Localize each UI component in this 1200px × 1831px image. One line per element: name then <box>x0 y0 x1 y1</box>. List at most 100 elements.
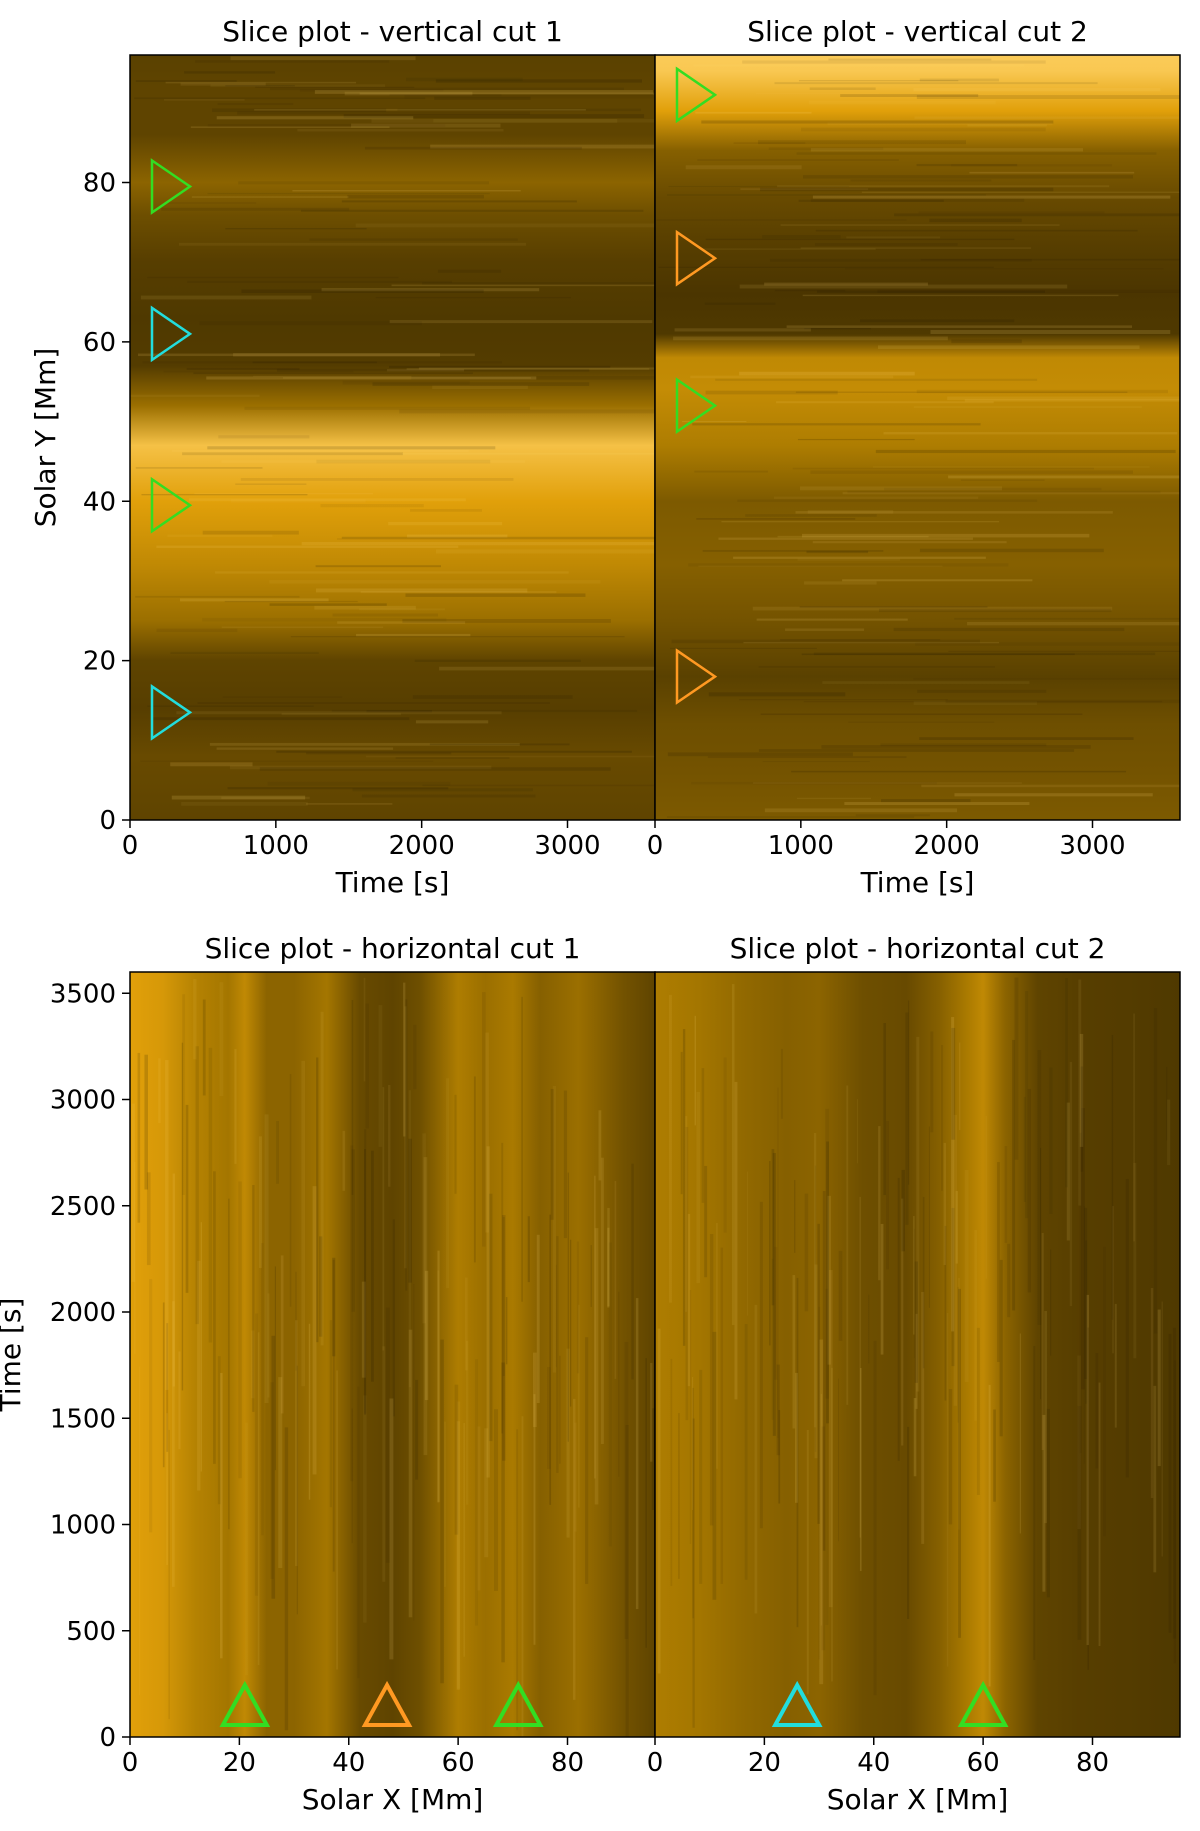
x-tick-label: 80 <box>551 1748 584 1778</box>
texture-streak <box>315 588 528 593</box>
texture-streak <box>440 1339 444 1684</box>
texture-streak <box>880 743 1047 747</box>
texture-streak <box>687 1213 691 1387</box>
texture-streak <box>955 1191 959 1264</box>
texture-streak <box>314 605 416 610</box>
texture-streak <box>276 1120 279 1184</box>
marker-triangle-green <box>150 476 193 534</box>
texture-streak <box>569 1239 572 1407</box>
texture-streak <box>964 1169 969 1382</box>
texture-streak <box>486 1146 490 1478</box>
texture-streak <box>341 200 577 203</box>
texture-streak <box>220 1372 223 1659</box>
texture-streak <box>1019 1333 1021 1534</box>
texture-streak <box>336 1370 338 1670</box>
texture-streak <box>182 994 186 1196</box>
texture-streak <box>371 118 618 123</box>
texture-streak <box>951 1207 955 1367</box>
texture-streak <box>388 1084 391 1187</box>
texture-streak <box>439 666 655 671</box>
texture-streak <box>743 641 1000 644</box>
texture-streak <box>800 127 1046 132</box>
texture-streak <box>701 120 1054 124</box>
x-tick-label: 40 <box>332 1748 365 1778</box>
marker-triangle-green <box>957 1680 1009 1727</box>
panel-4: Slice plot - horizontal cut 2 0 20 40 60 80 So… <box>647 932 1181 1816</box>
texture-streak <box>804 328 872 330</box>
texture-streak <box>253 375 412 378</box>
texture-streak <box>357 1386 360 1679</box>
texture-streak <box>656 219 907 221</box>
texture-streak <box>329 1320 333 1508</box>
texture-streak <box>1150 1287 1154 1499</box>
texture-streak <box>777 535 929 538</box>
texture-streak <box>1086 1294 1090 1646</box>
texture-streak <box>680 1051 683 1195</box>
texture-streak <box>161 207 350 211</box>
texture-streak <box>590 1245 592 1308</box>
texture-streak <box>752 606 1113 611</box>
texture-streak <box>827 1195 831 1365</box>
texture-streak <box>794 1180 796 1253</box>
texture-streak <box>692 1418 695 1728</box>
texture-streak <box>306 752 452 755</box>
texture-streak <box>170 762 253 767</box>
texture-streak <box>521 1416 524 1737</box>
texture-streak <box>456 1401 461 1689</box>
heatmap-fill <box>655 972 1180 1737</box>
texture-streak <box>795 391 1128 393</box>
texture-streak <box>657 1328 661 1674</box>
texture-streak <box>1168 1333 1172 1633</box>
texture-streak <box>921 1291 925 1544</box>
texture-streak <box>1004 1146 1008 1243</box>
texture-streak <box>812 541 1007 544</box>
texture-streak <box>454 1094 457 1194</box>
texture-streak <box>694 1015 697 1126</box>
texture-streak <box>1044 1310 1048 1524</box>
texture-streak <box>269 603 387 606</box>
texture-streak <box>967 124 1047 127</box>
y-tick-label: 3500 <box>50 979 116 1009</box>
texture-streak <box>691 781 937 785</box>
texture-streak <box>831 1367 833 1682</box>
texture-streak <box>415 720 489 724</box>
texture-streak <box>140 295 312 300</box>
marker-triangle-green <box>675 66 718 124</box>
texture-streak <box>967 621 1180 626</box>
texture-streak <box>1023 1096 1026 1203</box>
texture-streak <box>502 1215 506 1461</box>
texture-streak <box>668 994 672 1303</box>
texture-streak <box>802 533 1090 538</box>
texture-streak <box>158 1058 161 1124</box>
texture-streak <box>186 367 300 370</box>
texture-streak <box>913 701 1037 705</box>
y-tick-label: 1000 <box>50 1511 116 1541</box>
texture-streak <box>734 1081 738 1400</box>
texture-streak <box>739 699 948 701</box>
texture-streak <box>1046 1408 1050 1598</box>
texture-streak <box>1078 979 1082 1206</box>
texture-streak <box>237 111 531 115</box>
texture-streak <box>828 1270 833 1608</box>
texture-streak <box>796 1277 799 1628</box>
texture-streak <box>502 1217 505 1376</box>
texture-streak <box>166 1323 169 1452</box>
texture-streak <box>696 518 856 520</box>
texture-streak <box>796 797 872 800</box>
texture-streak <box>254 1313 259 1596</box>
texture-streak <box>650 1362 653 1462</box>
texture-streak <box>1125 1178 1129 1478</box>
texture-streak <box>300 209 644 212</box>
texture-streak <box>658 266 994 268</box>
texture-streak <box>364 1129 367 1414</box>
texture-streak <box>361 1281 366 1378</box>
texture-streak <box>577 1304 580 1508</box>
texture-streak <box>178 1351 181 1450</box>
texture-streak <box>1049 1067 1053 1214</box>
texture-streak <box>444 1421 446 1587</box>
texture-streak <box>240 478 514 481</box>
texture-streak <box>195 1046 199 1325</box>
texture-streak <box>930 1031 934 1133</box>
texture-streak <box>689 1290 692 1544</box>
texture-streak <box>331 709 638 712</box>
